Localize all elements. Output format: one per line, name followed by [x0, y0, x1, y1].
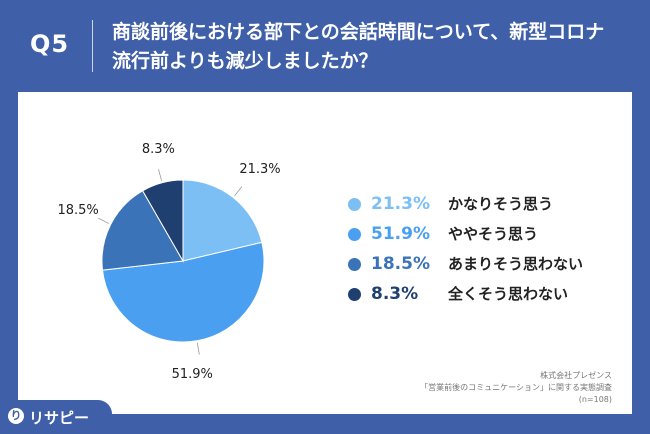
pie-chart — [98, 169, 265, 355]
source-survey: 「営業前後のコミュニケーション」に関する実態調査 — [420, 383, 612, 392]
source-sample-size: (n=108) — [578, 395, 612, 404]
pie-slice — [101, 190, 184, 271]
legend-item: 8.3% 全くそう思わない — [348, 282, 608, 312]
slice-leader-line — [158, 169, 162, 181]
legend-item: 21.3% かなりそう思う — [348, 192, 608, 222]
legend-value: 18.5% — [371, 254, 430, 274]
legend-label: 全くそう思わない — [448, 285, 569, 303]
question-title-line2: 流行前よりも減少しましたか？ — [112, 50, 378, 72]
legend-item: 51.9% ややそう思う — [348, 222, 608, 252]
slice-value-label: 21.3% — [239, 162, 281, 178]
pie-slice — [101, 241, 265, 343]
question-title-line1: 商談前後における部下との会話時間について、新型コロナ — [112, 21, 605, 43]
source-company: 株式会社プレゼンス — [540, 371, 612, 380]
slice-value-label: 18.5% — [57, 203, 99, 219]
logo: り リサピー — [0, 400, 112, 434]
header: Q5 商談前後における部下との会話時間について、新型コロナ 流行前よりも減少しま… — [0, 0, 650, 92]
legend-label: かなりそう思う — [448, 195, 554, 213]
logo-pin-icon: り — [8, 408, 24, 424]
legend: 21.3% かなりそう思う 51.9% ややそう思う 18.5% あまりそう思わ… — [348, 192, 608, 312]
legend-label: あまりそう思わない — [448, 255, 584, 273]
legend-value: 21.3% — [371, 194, 430, 214]
legend-value: 8.3% — [371, 284, 419, 304]
slice-value-label: 8.3% — [141, 142, 175, 158]
pie-slice — [182, 179, 263, 262]
question-title: 商談前後における部下との会話時間について、新型コロナ 流行前よりも減少しましたか… — [112, 18, 632, 76]
legend-swatch — [348, 288, 361, 301]
legend-label: ややそう思う — [448, 225, 539, 243]
legend-swatch — [348, 228, 361, 241]
legend-item: 18.5% あまりそう思わない — [348, 252, 608, 282]
chart-card: 21.3% 51.9% 18.5% 8.3% 21.3% かなりそう思う 51.9% … — [18, 92, 632, 414]
slice-leader-line — [98, 217, 110, 224]
legend-swatch — [348, 198, 361, 211]
legend-value: 51.9% — [371, 224, 430, 244]
legend-swatch — [348, 258, 361, 271]
slice-leader-line — [234, 186, 243, 197]
slice-value-label: 51.9% — [171, 366, 213, 382]
header-divider — [92, 20, 93, 72]
slice-leader-line — [196, 342, 200, 355]
logo-text: リサピー — [29, 409, 90, 427]
question-label: Q5 — [30, 30, 70, 58]
source-note: 株式会社プレゼンス 「営業前後のコミュニケーション」に関する実態調査 (n=10… — [420, 370, 612, 406]
pie-slice — [141, 179, 184, 263]
